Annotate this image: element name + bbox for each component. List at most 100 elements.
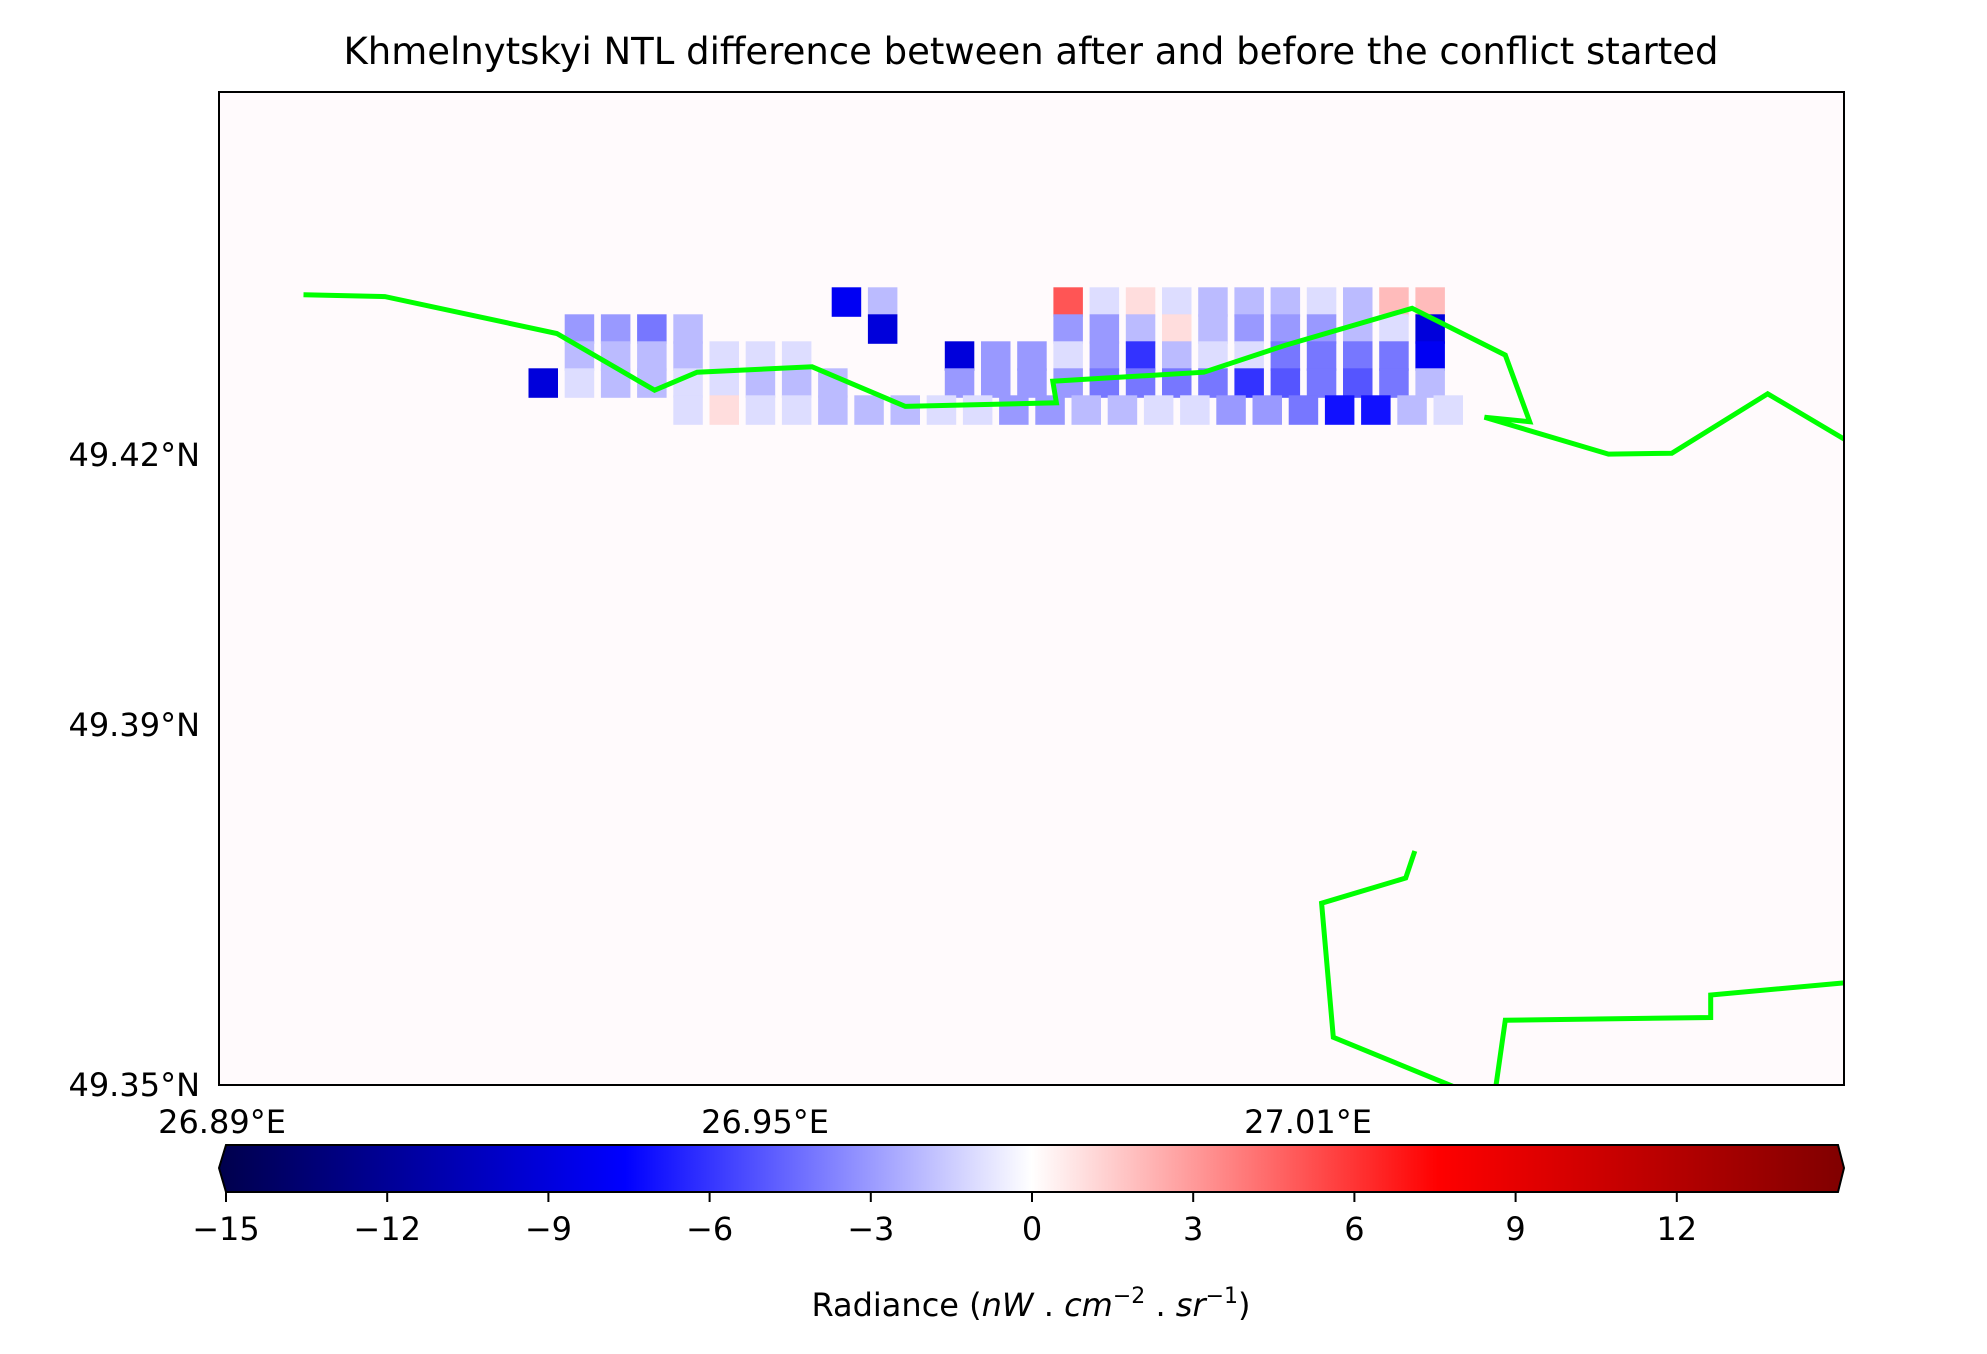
- x-tick-label: 26.89°E: [158, 1103, 286, 1141]
- raster-cell: [600, 314, 631, 344]
- raster-cell: [1017, 341, 1047, 371]
- raster-cell: [1017, 368, 1047, 398]
- raster-cell: [1180, 395, 1210, 425]
- raster-cell: [944, 368, 975, 398]
- raster-cell: [1252, 395, 1282, 425]
- colorbar-tick-label: −3: [847, 1210, 894, 1248]
- raster-cell: [1343, 287, 1373, 317]
- raster-cell: [1397, 395, 1427, 425]
- colorbar-tick-label: 0: [1022, 1210, 1042, 1248]
- raster-cell: [1415, 341, 1445, 371]
- raster-cell: [1270, 287, 1301, 317]
- raster-cell: [1125, 314, 1156, 344]
- colorbar-tick-label: 12: [1656, 1210, 1697, 1248]
- y-tick-label: 49.35°N: [68, 1066, 200, 1104]
- raster-cell: [854, 395, 884, 425]
- raster-cell: [1379, 368, 1409, 398]
- y-tick-label: 49.39°N: [68, 706, 200, 744]
- raster-cell: [1343, 368, 1373, 398]
- colorbar-tick-label: 9: [1505, 1210, 1525, 1248]
- raster-cell: [1234, 314, 1264, 344]
- raster-cell: [981, 341, 1011, 371]
- raster-cell: [867, 314, 898, 344]
- raster-cell: [1306, 368, 1337, 398]
- raster-cell: [867, 287, 898, 317]
- raster-cell: [709, 341, 739, 371]
- raster-cell: [528, 368, 558, 398]
- raster-cell: [745, 395, 776, 425]
- plot-frame: [218, 91, 1845, 1086]
- colorbar-tick-label: −15: [192, 1210, 260, 1248]
- x-tick-label: 26.95°E: [701, 1103, 829, 1141]
- raster-cell: [709, 395, 739, 425]
- chart-title: Khmelnytskyi NTL difference between afte…: [344, 30, 1719, 73]
- raster-cell: [1306, 287, 1337, 317]
- raster-cell: [637, 341, 667, 371]
- colorbar-tick-label: −6: [686, 1210, 733, 1248]
- raster-cell: [1143, 395, 1174, 425]
- raster-cell: [564, 368, 595, 398]
- raster-cell: [1343, 341, 1373, 371]
- raster-cell: [1270, 368, 1301, 398]
- raster-cell: [673, 314, 703, 344]
- colorbar-tick-label: 6: [1344, 1210, 1364, 1248]
- raster-cell: [1035, 395, 1065, 425]
- raster-cell: [926, 395, 957, 425]
- raster-cell: [1288, 395, 1319, 425]
- raster-cell: [1053, 341, 1083, 371]
- raster-cell: [1198, 287, 1228, 317]
- raster-cell: [1234, 368, 1264, 398]
- colorbar-gradient: [217, 1144, 1846, 1193]
- raster-cell: [962, 395, 993, 425]
- x-tick-label: 27.01°E: [1244, 1103, 1372, 1141]
- raster-cell: [1162, 287, 1192, 317]
- raster-cell: [1415, 368, 1445, 398]
- raster-cell: [1053, 314, 1083, 344]
- raster-cell: [781, 395, 812, 425]
- raster-cell: [981, 368, 1011, 398]
- raster-cell: [1162, 314, 1192, 344]
- raster-cell: [1433, 395, 1463, 425]
- colorbar-ticks: −15 −12 −9 −6 −3 0 3 6 9 12: [192, 1192, 1697, 1248]
- raster-cell: [1198, 314, 1228, 344]
- raster-cell: [999, 395, 1029, 425]
- raster-cell: [831, 287, 862, 317]
- raster-cell: [1216, 395, 1246, 425]
- raster-cell: [781, 368, 812, 398]
- raster-cell: [818, 395, 848, 425]
- raster-cell: [1089, 341, 1120, 371]
- colorbar-label-prefix: Radiance (: [811, 1286, 981, 1324]
- raster-cell: [1361, 395, 1391, 425]
- raster-cell: [745, 341, 776, 371]
- map-plot: [218, 91, 1845, 1086]
- colorbar: −15 −12 −9 −6 −3 0 3 6 9 12 Radiance (nW . cm−2 .…: [192, 1144, 1846, 1324]
- raster-cell: [673, 341, 703, 371]
- raster-cell: [1379, 341, 1409, 371]
- raster-cell: [673, 395, 703, 425]
- colorbar-label: Radiance (nW . cm−2 . sr−1): [811, 1284, 1250, 1324]
- raster-cell: [1234, 287, 1264, 317]
- colorbar-tick-label: −9: [525, 1210, 572, 1248]
- raster-cell: [1125, 341, 1156, 371]
- raster-cell: [745, 368, 776, 398]
- raster-cell: [637, 314, 667, 344]
- raster-cell: [1053, 287, 1083, 317]
- raster-cell: [1071, 395, 1101, 425]
- y-tick-label: 49.42°N: [68, 436, 200, 474]
- y-axis: 49.42°N 49.39°N 49.35°N: [68, 436, 200, 1104]
- raster-cell: [1125, 287, 1156, 317]
- raster-cell: [1270, 314, 1301, 344]
- city-boundary-line: [303, 292, 1844, 1085]
- raster-cell: [1089, 368, 1120, 398]
- x-axis: 26.89°E 26.95°E 27.01°E: [158, 1103, 1372, 1141]
- raster-cell: [1306, 341, 1337, 371]
- raster-cell: [1324, 395, 1355, 425]
- raster-cell: [944, 341, 975, 371]
- raster-cell: [1089, 287, 1120, 317]
- raster-cell: [1162, 341, 1192, 371]
- colorbar-tick-label: −12: [353, 1210, 421, 1248]
- plot-background: [219, 92, 1844, 1085]
- raster-cell: [1379, 314, 1409, 344]
- colorbar-tick-label: 3: [1183, 1210, 1203, 1248]
